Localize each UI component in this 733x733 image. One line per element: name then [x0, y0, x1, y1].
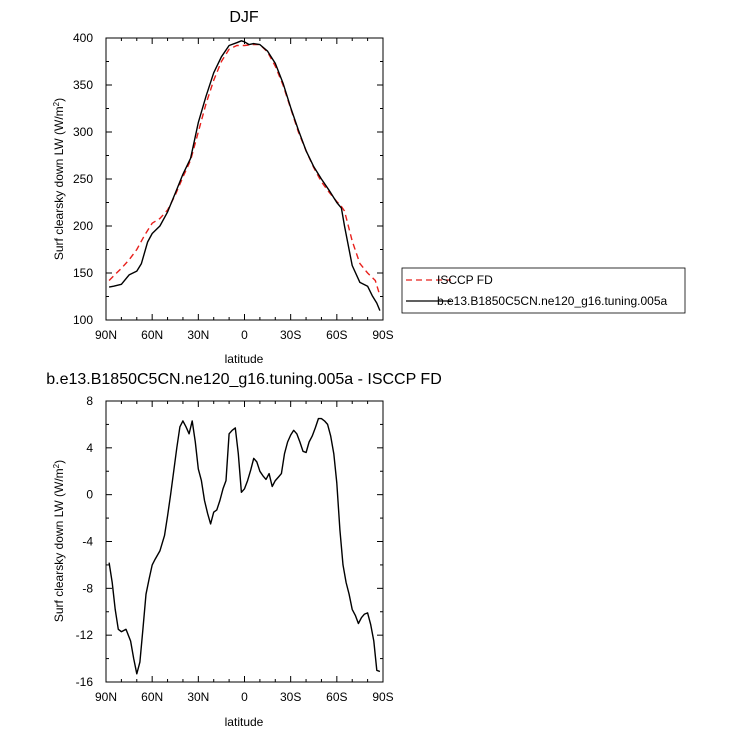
top-y-tick-label: 150 [73, 266, 93, 280]
legend-label-isccp: ISCCP FD [437, 273, 493, 287]
bottom-y-tick-label: -8 [82, 581, 93, 595]
bottom-x-axis-label: latitude [225, 715, 264, 729]
bottom-series-line-0 [108, 417, 381, 675]
bottom-y-tick-label: -4 [82, 535, 93, 549]
top-plot-frame [105, 37, 384, 321]
top-x-tick-label: 90S [372, 328, 393, 342]
bottom-x-tick-label: 60S [326, 690, 347, 704]
top-y-tick-label: 400 [73, 31, 93, 45]
top-plot-area: 90N 60N 30N 0 30S 60S 90S 100 150 200 250 300 350 400 [73, 31, 394, 342]
top-y-tick-label: 250 [73, 172, 93, 186]
legend-label-model: b.e13.B1850C5CN.ne120_g16.tuning.005a [437, 294, 668, 308]
top-y-axis-label: Surf clearsky down LW (W/m2) [52, 98, 67, 260]
top-y-axis-label-close: ) [52, 98, 66, 102]
bottom-y-axis-label-close: ) [52, 460, 66, 464]
top-y-tick-label: 300 [73, 125, 93, 139]
top-y-tick-label: 100 [73, 313, 93, 327]
top-y-tick-label: 200 [73, 219, 93, 233]
bottom-x-tick-label: 90N [95, 690, 117, 704]
top-series-line-0 [108, 43, 381, 296]
top-x-tick-label: 60N [141, 328, 163, 342]
top-y-tick-label: 350 [73, 78, 93, 92]
bottom-x-tick-label: 30N [187, 690, 209, 704]
top-y-axis-label-main: Surf clearsky down LW (W/m [52, 106, 66, 260]
bottom-y-axis-label-main: Surf clearsky down LW (W/m [52, 468, 66, 622]
bottom-x-tick-label: 0 [241, 690, 248, 704]
top-chart-title: DJF [229, 9, 259, 26]
bottom-chart-title: b.e13.B1850C5CN.ne120_g16.tuning.005a - … [46, 371, 442, 388]
top-x-tick-label: 30N [187, 328, 209, 342]
bottom-panel: b.e13.B1850C5CN.ne120_g16.tuning.005a - … [46, 371, 442, 729]
top-x-tick-label: 0 [241, 328, 248, 342]
bottom-x-tick-label: 60N [141, 690, 163, 704]
bottom-y-tick-label: -16 [76, 675, 94, 689]
bottom-x-tick-label: 90S [372, 690, 393, 704]
bottom-plot-area: 90N 60N 30N 0 30S 60S 90S -16 -12 -8 -4 0 4 8 [76, 394, 394, 704]
top-y-axis-label-sup: 2 [52, 101, 61, 106]
legend: ISCCP FD b.e13.B1850C5CN.ne120_g16.tunin… [401, 267, 686, 314]
top-x-axis-label: latitude [225, 352, 264, 366]
top-x-tick-label: 90N [95, 328, 117, 342]
bottom-y-axis-label: Surf clearsky down LW (W/m2) [52, 460, 67, 622]
bottom-x-tick-label: 30S [280, 690, 301, 704]
top-panel: DJF 90N 60N 30N 0 30S 60S 90S 100 150 200 250 300 35… [52, 9, 394, 366]
bottom-y-tick-label: 4 [86, 441, 93, 455]
bottom-y-axis-label-sup: 2 [52, 463, 61, 468]
bottom-y-tick-label: 8 [86, 394, 93, 408]
legend-frame [401, 267, 686, 314]
top-x-tick-label: 60S [326, 328, 347, 342]
top-series-line-1 [108, 40, 381, 311]
top-x-tick-label: 30S [280, 328, 301, 342]
bottom-y-tick-label: -12 [76, 628, 94, 642]
bottom-y-tick-label: 0 [86, 488, 93, 502]
